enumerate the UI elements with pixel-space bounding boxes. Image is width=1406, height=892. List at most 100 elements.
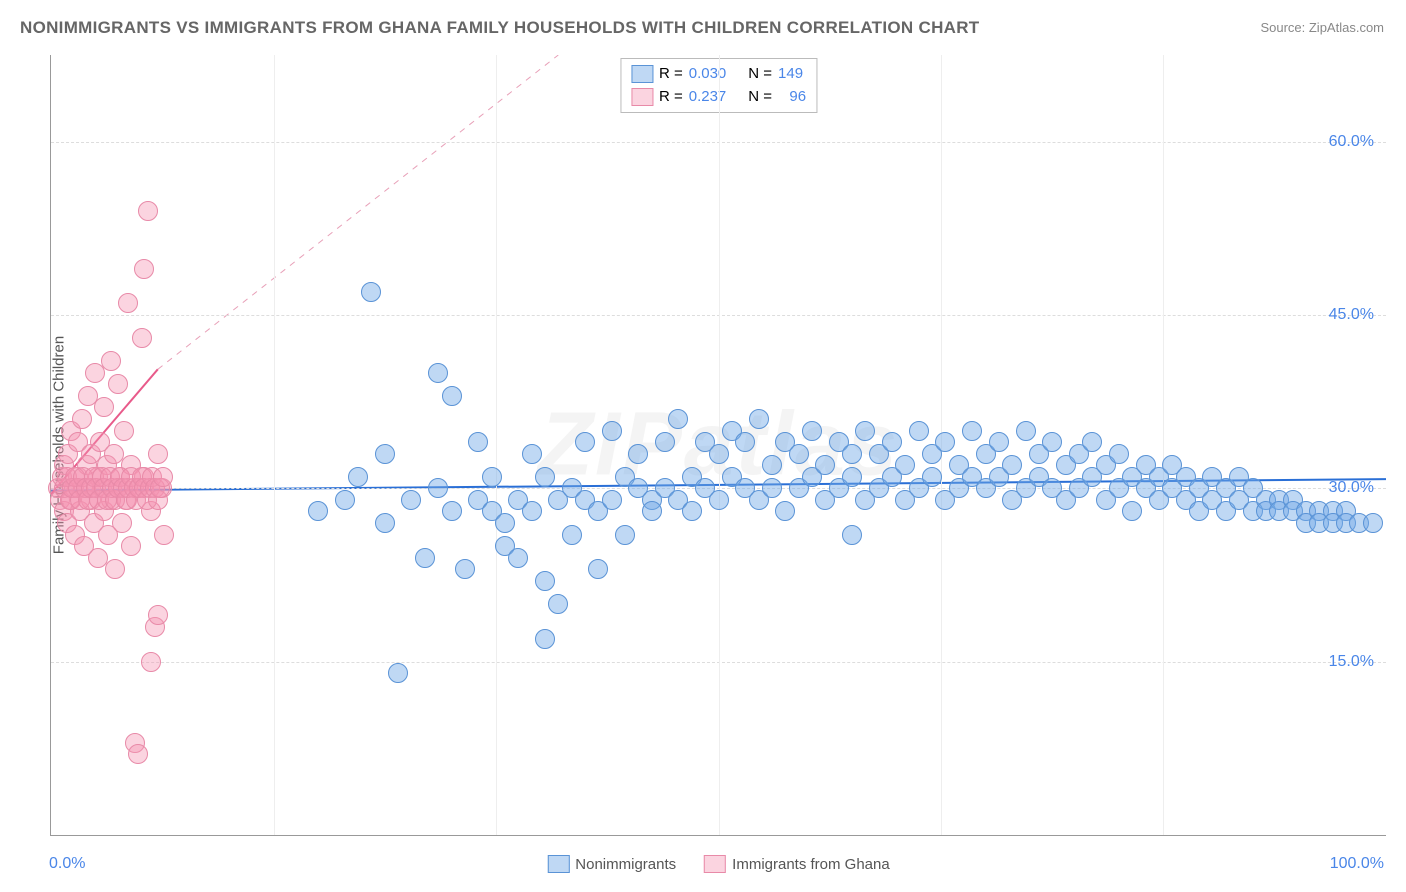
plot-area: ZIPatlas Family Households with Children… xyxy=(50,55,1386,836)
point-immigrant xyxy=(132,328,152,348)
point-nonimmigrant xyxy=(602,421,622,441)
point-nonimmigrant xyxy=(401,490,421,510)
point-immigrant xyxy=(141,652,161,672)
stat-R-value-blue: 0.030 xyxy=(689,63,727,86)
vgrid-line xyxy=(496,55,497,835)
vgrid-line xyxy=(1163,55,1164,835)
point-nonimmigrant xyxy=(388,663,408,683)
point-nonimmigrant xyxy=(802,421,822,441)
stat-R-label: R = xyxy=(659,63,683,86)
point-immigrant xyxy=(108,374,128,394)
point-nonimmigrant xyxy=(1363,513,1383,533)
stat-N-value-blue: 149 xyxy=(778,63,803,86)
point-immigrant xyxy=(138,201,158,221)
point-nonimmigrant xyxy=(709,490,729,510)
stat-N-value-pink: 96 xyxy=(778,86,806,109)
point-nonimmigrant xyxy=(895,455,915,475)
point-nonimmigrant xyxy=(762,478,782,498)
point-nonimmigrant xyxy=(935,432,955,452)
point-nonimmigrant xyxy=(709,444,729,464)
point-nonimmigrant xyxy=(415,548,435,568)
point-nonimmigrant xyxy=(668,409,688,429)
point-immigrant xyxy=(148,605,168,625)
point-nonimmigrant xyxy=(442,501,462,521)
point-nonimmigrant xyxy=(775,501,795,521)
point-nonimmigrant xyxy=(1002,455,1022,475)
x-tick-label: 100.0% xyxy=(1330,855,1384,873)
point-immigrant xyxy=(153,467,173,487)
point-nonimmigrant xyxy=(1016,421,1036,441)
point-nonimmigrant xyxy=(522,501,542,521)
legend-item-nonimmigrants: Nonimmigrants xyxy=(547,855,676,873)
point-nonimmigrant xyxy=(842,444,862,464)
point-nonimmigrant xyxy=(842,467,862,487)
stat-R-value-pink: 0.237 xyxy=(689,86,727,109)
legend-bottom: Nonimmigrants Immigrants from Ghana xyxy=(547,855,889,873)
point-nonimmigrant xyxy=(335,490,355,510)
point-nonimmigrant xyxy=(482,467,502,487)
swatch-blue xyxy=(631,65,653,83)
point-nonimmigrant xyxy=(375,444,395,464)
legend-item-immigrants: Immigrants from Ghana xyxy=(704,855,890,873)
point-nonimmigrant xyxy=(495,513,515,533)
point-nonimmigrant xyxy=(455,559,475,579)
swatch-pink-icon xyxy=(704,855,726,873)
point-nonimmigrant xyxy=(735,432,755,452)
point-nonimmigrant xyxy=(922,467,942,487)
point-nonimmigrant xyxy=(535,629,555,649)
point-immigrant xyxy=(101,351,121,371)
point-nonimmigrant xyxy=(855,421,875,441)
point-nonimmigrant xyxy=(962,421,982,441)
point-nonimmigrant xyxy=(508,548,528,568)
stat-N-label: N = xyxy=(748,86,772,109)
point-nonimmigrant xyxy=(428,478,448,498)
point-nonimmigrant xyxy=(682,501,702,521)
swatch-blue-icon xyxy=(547,855,569,873)
point-nonimmigrant xyxy=(989,432,1009,452)
point-nonimmigrant xyxy=(749,409,769,429)
point-nonimmigrant xyxy=(842,525,862,545)
y-tick-label: 45.0% xyxy=(1329,306,1374,324)
source-attribution: Source: ZipAtlas.com xyxy=(1260,20,1384,35)
point-nonimmigrant xyxy=(642,501,662,521)
point-immigrant xyxy=(105,559,125,579)
point-nonimmigrant xyxy=(361,282,381,302)
y-tick-label: 30.0% xyxy=(1329,479,1374,497)
point-immigrant xyxy=(114,421,134,441)
point-nonimmigrant xyxy=(882,432,902,452)
point-nonimmigrant xyxy=(548,594,568,614)
point-immigrant xyxy=(128,744,148,764)
point-nonimmigrant xyxy=(1122,501,1142,521)
point-nonimmigrant xyxy=(535,571,555,591)
stat-R-label: R = xyxy=(659,86,683,109)
y-tick-label: 15.0% xyxy=(1329,653,1374,671)
point-nonimmigrant xyxy=(909,421,929,441)
point-nonimmigrant xyxy=(522,444,542,464)
point-immigrant xyxy=(148,444,168,464)
point-nonimmigrant xyxy=(588,559,608,579)
point-immigrant xyxy=(88,548,108,568)
point-nonimmigrant xyxy=(602,490,622,510)
point-nonimmigrant xyxy=(789,444,809,464)
point-immigrant xyxy=(112,513,132,533)
point-nonimmigrant xyxy=(815,455,835,475)
point-nonimmigrant xyxy=(375,513,395,533)
point-nonimmigrant xyxy=(308,501,328,521)
point-nonimmigrant xyxy=(628,444,648,464)
point-immigrant xyxy=(104,444,124,464)
legend-label-nonimmigrants: Nonimmigrants xyxy=(575,856,676,873)
x-tick-label: 0.0% xyxy=(49,855,85,873)
point-nonimmigrant xyxy=(1082,432,1102,452)
point-nonimmigrant xyxy=(1042,432,1062,452)
legend-label-immigrants: Immigrants from Ghana xyxy=(732,856,890,873)
point-nonimmigrant xyxy=(562,525,582,545)
point-immigrant xyxy=(154,525,174,545)
point-nonimmigrant xyxy=(442,386,462,406)
point-nonimmigrant xyxy=(348,467,368,487)
point-nonimmigrant xyxy=(655,432,675,452)
point-immigrant xyxy=(72,409,92,429)
point-nonimmigrant xyxy=(1109,444,1129,464)
swatch-pink xyxy=(631,88,653,106)
point-nonimmigrant xyxy=(615,525,635,545)
stat-N-label: N = xyxy=(748,63,772,86)
